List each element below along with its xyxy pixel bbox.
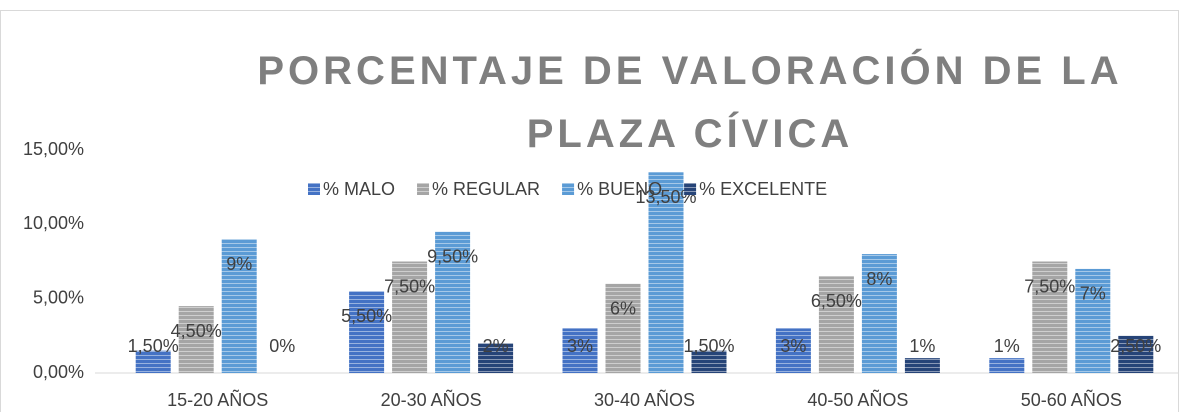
bar: [1032, 261, 1068, 373]
chart-frame: [0, 10, 1179, 412]
legend-swatch: [684, 183, 697, 195]
data-label: 6%: [610, 299, 636, 319]
bar: [1075, 268, 1111, 373]
legend-label: % REGULAR: [432, 179, 540, 199]
bar: [691, 350, 727, 373]
bar: [221, 239, 257, 373]
data-label: 7,50%: [384, 276, 435, 296]
data-label: 2,50%: [1110, 336, 1161, 356]
legend-swatch: [562, 183, 575, 195]
legend-label: % BUENO: [577, 179, 662, 199]
legend-label: % MALO: [323, 179, 395, 199]
legend-item: % EXCELENTE: [684, 179, 827, 199]
data-label: 1,50%: [683, 336, 734, 356]
data-label: 3%: [567, 336, 593, 356]
bar: [989, 358, 1025, 373]
bar: [435, 231, 471, 373]
y-tick-label: 10,00%: [23, 213, 84, 233]
bar: [135, 350, 171, 373]
bar: [392, 261, 428, 373]
bar: [818, 276, 854, 373]
y-tick-label: 0,00%: [33, 362, 84, 382]
data-label: 9,50%: [427, 247, 478, 267]
data-label: 1%: [994, 336, 1020, 356]
data-label: 0%: [269, 336, 295, 356]
data-label: 6,50%: [811, 291, 862, 311]
data-label: 7,50%: [1024, 276, 1075, 296]
bar: [178, 306, 214, 373]
data-label: 2%: [483, 336, 509, 356]
x-tick-label: 30-40 AÑOS: [594, 389, 695, 410]
data-label: 4,50%: [171, 321, 222, 341]
bar: [562, 328, 598, 373]
chart-title: PORCENTAJE DE VALORACIÓN DE LA PLAZA CÍV…: [257, 49, 1123, 156]
data-label: 5,50%: [341, 306, 392, 326]
y-tick-label: 15,00%: [23, 139, 84, 159]
bar: [648, 172, 684, 373]
x-tick-label: 20-30 AÑOS: [381, 389, 482, 410]
data-label: 3%: [780, 336, 806, 356]
legend-swatch: [417, 183, 430, 195]
data-label: 13,50%: [635, 187, 696, 207]
data-label: 1,50%: [128, 336, 179, 356]
data-label: 8%: [866, 269, 892, 289]
legend-item: % MALO: [308, 179, 395, 199]
bar: [1118, 335, 1154, 373]
bar: [904, 358, 940, 373]
bar: [605, 283, 641, 373]
data-label: 7%: [1080, 284, 1106, 304]
x-tick-label: 15-20 AÑOS: [167, 389, 268, 410]
legend-swatch: [308, 183, 320, 195]
data-label: 9%: [226, 254, 252, 274]
bar: [478, 343, 514, 373]
legend-label: % EXCELENTE: [699, 179, 827, 199]
bar: [349, 291, 385, 373]
bar: [775, 328, 811, 373]
bar: [861, 254, 897, 373]
x-tick-label: 50-60 AÑOS: [1021, 389, 1122, 410]
x-tick-label: 40-50 AÑOS: [807, 389, 908, 410]
legend-item: % REGULAR: [417, 179, 540, 199]
data-label: 1%: [909, 336, 935, 356]
y-tick-label: 5,00%: [33, 287, 84, 307]
legend-item: % BUENO: [562, 179, 662, 199]
